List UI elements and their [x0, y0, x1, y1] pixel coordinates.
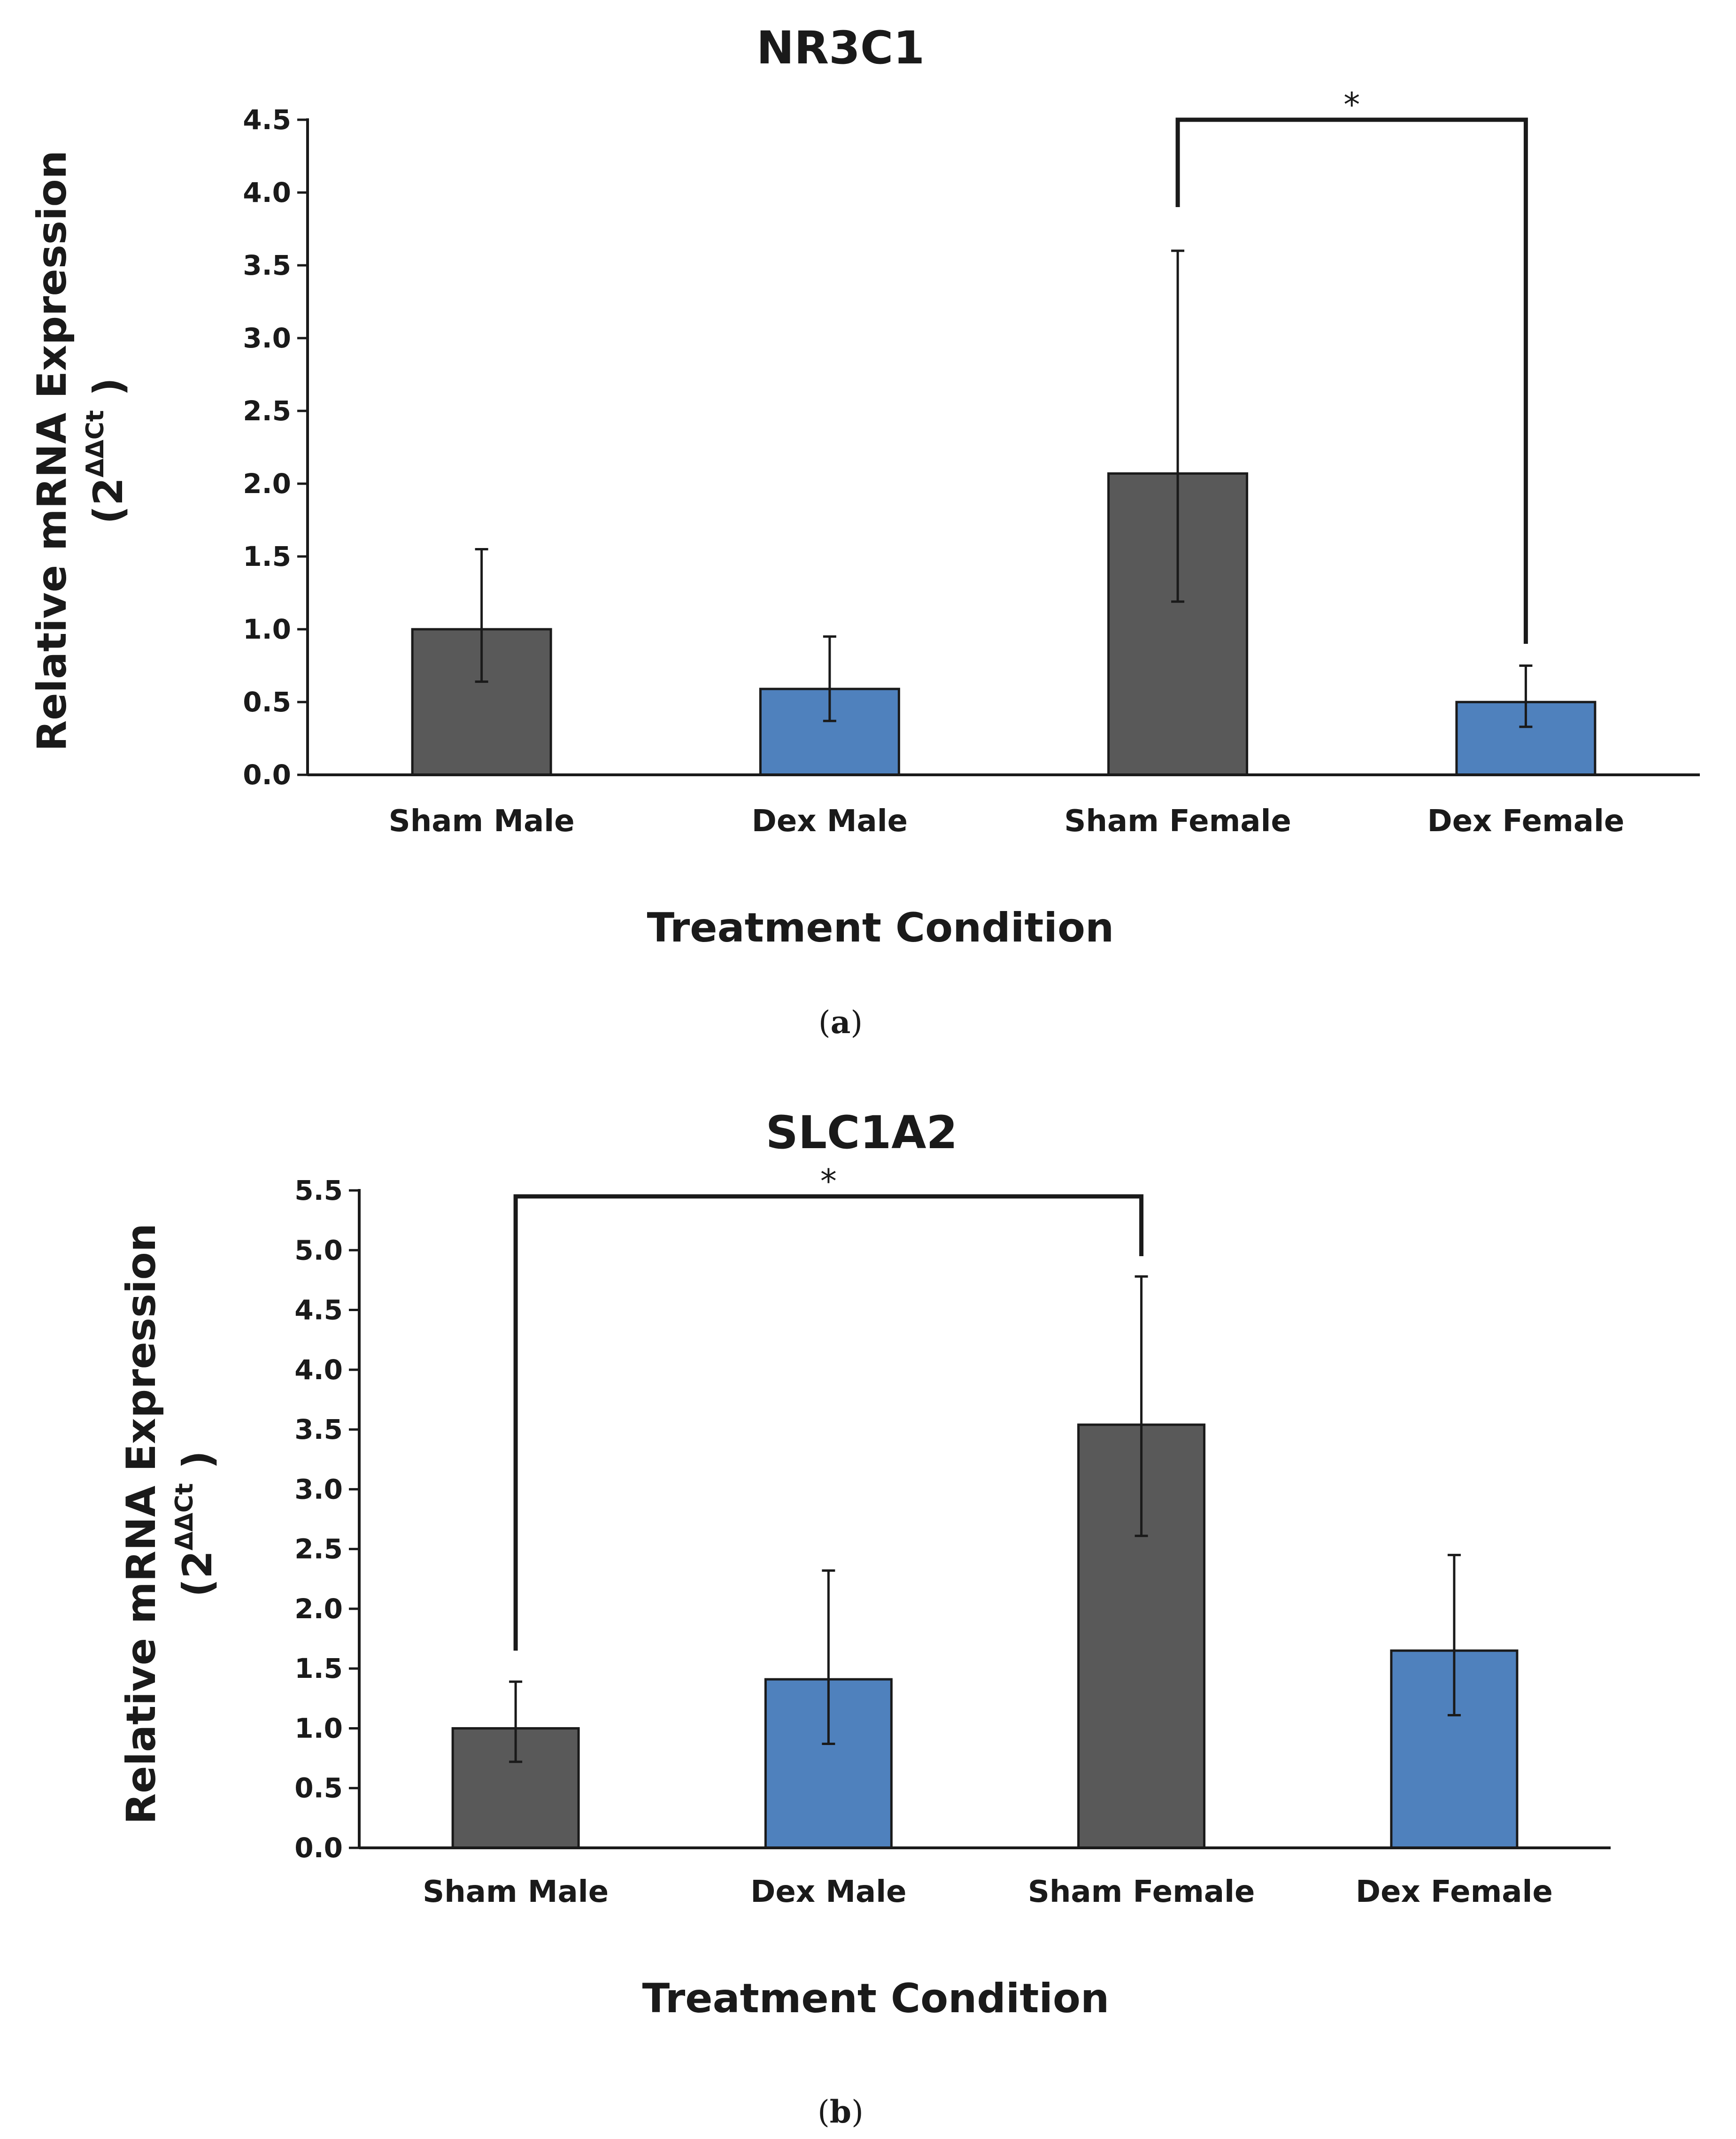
y-tick-label: 3.5 [243, 249, 291, 281]
y-tick-label: 3.0 [294, 1473, 343, 1505]
significance-star: * [1343, 85, 1360, 124]
error-bar [822, 1569, 835, 1745]
chart-title: NR3C1 [756, 22, 925, 74]
error-bar [475, 548, 488, 683]
y-tick-label: 2.5 [243, 395, 291, 427]
x-axis-label: Treatment Condition [642, 1975, 1110, 2022]
y-axis-unit: (2ΔΔCt ) [81, 378, 132, 524]
category-label: Dex Female [1356, 1875, 1553, 1909]
y-tick-label: 0.5 [294, 1772, 343, 1804]
x-axis-label: Treatment Condition [647, 904, 1114, 951]
category-label: Dex Male [750, 1875, 906, 1909]
error-bar [1447, 1553, 1461, 1716]
caption-letter: b [830, 2093, 851, 2130]
error-bars [475, 249, 1533, 728]
category-label: Sham Female [1064, 804, 1291, 839]
y-axis-label-text: Relative mRNA Expression [118, 1223, 165, 1824]
y-tick-label: 5.0 [294, 1234, 343, 1266]
y-tick-label: 2.0 [294, 1593, 343, 1625]
axes [358, 1189, 1611, 1849]
y-axis-unit-sup: ΔΔCt [81, 410, 109, 478]
y-axis-label: Relative mRNA Expression (2ΔΔCt ) [118, 1223, 221, 1824]
y-tick-label: 4.0 [294, 1354, 343, 1386]
bars [411, 472, 1597, 776]
chart-title: SLC1A2 [766, 1106, 958, 1159]
significance-bracket-line [1175, 117, 1528, 644]
panel-b-chart: SLC1A2 Relative mRNA Expression (2ΔΔCt )… [118, 1106, 1611, 2130]
y-ticks: 0.0 0.5 1.0 1.5 2.0 2.5 3.0 3.5 4.0 4.5 [243, 104, 308, 791]
caption-letter: a [831, 1004, 851, 1041]
y-tick-label: 4.5 [294, 1294, 343, 1326]
caption-open: ( [818, 2094, 830, 2130]
y-tick-label: 4.5 [243, 104, 291, 136]
panel-caption-a: (a) [818, 1004, 863, 1041]
y-tick-label: 0.5 [243, 686, 291, 718]
error-bar [509, 1680, 523, 1763]
significance-bracket-line [513, 1194, 1144, 1651]
y-axis-unit-open: (2 [174, 1551, 221, 1597]
caption-close: ) [850, 1004, 863, 1041]
caption-close: ) [851, 2094, 864, 2130]
y-tick-label: 3.0 [243, 322, 291, 354]
panel-a-chart: NR3C1 Relative mRNA Expression (2ΔΔCt ) … [29, 22, 1700, 1041]
category-label: Sham Male [389, 804, 575, 839]
y-tick-label: 2.5 [294, 1533, 343, 1565]
y-tick-label: 0.0 [294, 1832, 343, 1864]
y-axis-label: Relative mRNA Expression (2ΔΔCt ) [29, 150, 132, 751]
y-axis-unit-close: ) [174, 1451, 221, 1483]
category-labels: Sham Male Dex Male Sham Female Dex Female [389, 804, 1625, 839]
y-tick-label: 4.0 [243, 177, 291, 208]
error-bar [1171, 249, 1185, 603]
category-label: Dex Male [752, 804, 908, 839]
error-bars [509, 1275, 1461, 1763]
y-ticks: 0.0 0.5 1.0 1.5 2.0 2.5 3.0 3.5 4.0 4.5 5.0 5.5 [294, 1174, 359, 1864]
significance-bracket: * [1175, 85, 1528, 644]
category-label: Sham Male [423, 1875, 609, 1909]
error-bar [1519, 664, 1533, 728]
y-tick-label: 3.5 [294, 1413, 343, 1445]
y-tick-label: 1.0 [294, 1712, 343, 1744]
axes [306, 118, 1700, 776]
y-tick-label: 1.5 [243, 541, 291, 572]
y-axis-unit-sup: ΔΔCt [170, 1483, 199, 1551]
error-bar [1134, 1275, 1148, 1537]
significance-star: * [820, 1162, 837, 1201]
y-axis-unit: (2ΔΔCt ) [170, 1451, 221, 1597]
y-tick-label: 1.5 [294, 1653, 343, 1684]
y-tick-label: 1.0 [243, 613, 291, 645]
panel-caption-b: (b) [818, 2093, 864, 2130]
category-labels: Sham Male Dex Male Sham Female Dex Female [423, 1875, 1553, 1909]
significance-bracket: * [513, 1162, 1144, 1651]
y-axis-unit-open: (2 [85, 478, 132, 524]
bars [451, 1423, 1519, 1849]
y-axis-label-text: Relative mRNA Expression [29, 150, 76, 751]
y-tick-label: 0.0 [243, 759, 291, 791]
category-label: Sham Female [1028, 1875, 1255, 1909]
y-axis-unit-close: ) [85, 378, 132, 410]
error-bar [823, 635, 836, 722]
y-tick-label: 5.5 [294, 1174, 343, 1206]
category-label: Dex Female [1427, 804, 1624, 839]
y-tick-label: 2.0 [243, 468, 291, 500]
caption-open: ( [818, 1004, 831, 1041]
